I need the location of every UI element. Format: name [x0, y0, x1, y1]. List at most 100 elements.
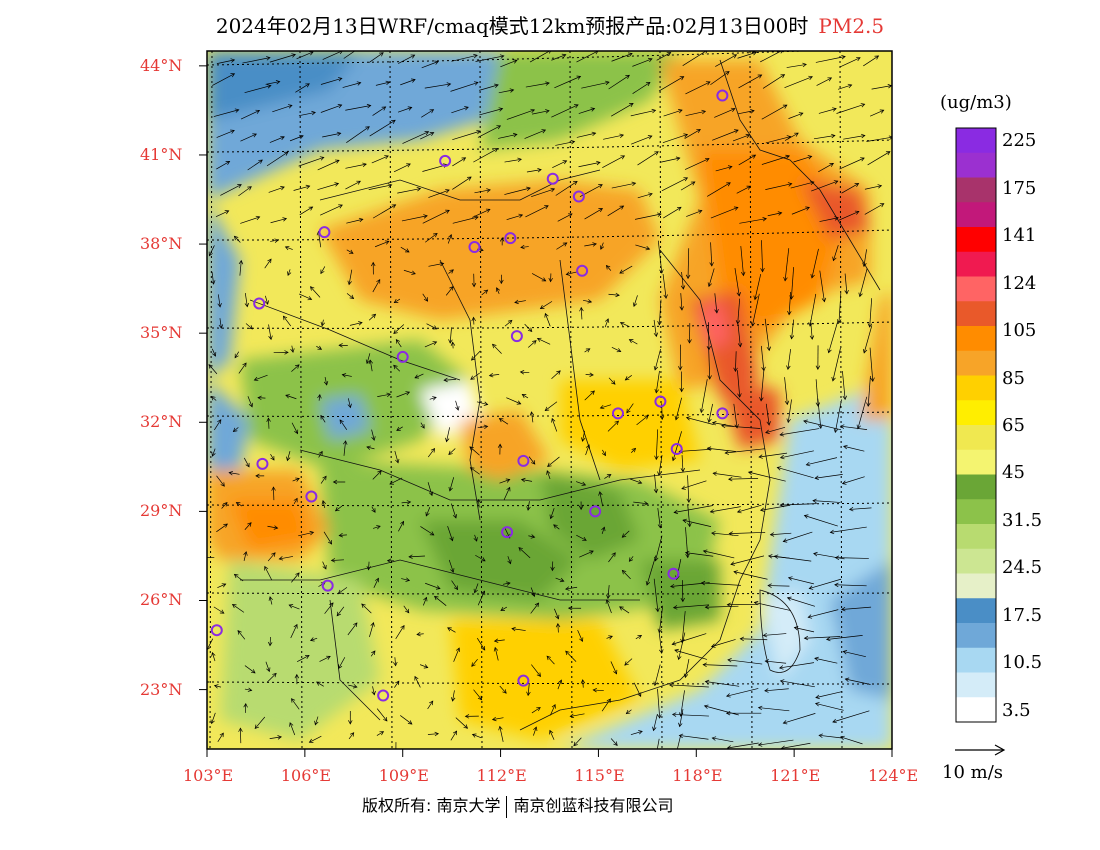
- wind-arrow-head: [685, 416, 691, 421]
- wind-arrow-head: [452, 513, 458, 519]
- wind-arrow: [780, 428, 820, 436]
- lon-label: 106°E: [280, 766, 332, 785]
- wind-arrow-head: [428, 491, 434, 497]
- wind-arrow-head: [266, 84, 272, 89]
- wind-arrow: [869, 347, 874, 382]
- colorbar-swatch: [956, 672, 996, 698]
- wind-arrow: [208, 245, 215, 256]
- colorbar-label: 31.5: [1002, 509, 1043, 531]
- wind-arrow-head: [537, 167, 542, 173]
- wind-arrow: [655, 535, 663, 561]
- wind-arrow-head: [834, 555, 840, 560]
- wind-arrow-head: [371, 690, 376, 696]
- wind-arrow: [556, 242, 568, 250]
- wind-arrow: [331, 559, 344, 561]
- wind-arrow: [476, 401, 488, 405]
- wind-arrow-head: [322, 475, 327, 481]
- wind-arrow-head: [498, 107, 504, 112]
- wind-arrow-head: [395, 338, 400, 344]
- wind-arrow-head: [832, 107, 837, 112]
- wind-arrow: [449, 477, 455, 492]
- wind-arrow-head: [619, 606, 624, 611]
- wind-arrow-head: [786, 418, 791, 424]
- wind-arrow: [791, 207, 810, 215]
- wind-arrow-head: [841, 480, 847, 485]
- lat-label: 26°N: [140, 590, 183, 610]
- wind-arrow-head: [546, 470, 551, 475]
- wind-arrow: [216, 59, 235, 64]
- wind-arrow-head: [429, 109, 435, 114]
- wind-arrow: [527, 501, 530, 511]
- wind-arrow-head: [777, 211, 783, 216]
- wind-arrow: [765, 136, 791, 144]
- wind-arrow: [346, 126, 370, 143]
- wind-arrow: [584, 208, 603, 220]
- wind-arrow-head: [680, 285, 686, 290]
- wind-arrow: [403, 269, 416, 275]
- wind-arrow-head: [632, 302, 638, 308]
- wind-arrow-head: [379, 731, 385, 736]
- wind-arrow-head: [506, 581, 511, 586]
- wind-arrow: [707, 182, 731, 197]
- wind-vectors: [207, 51, 892, 749]
- wind-arrow-head: [802, 62, 807, 68]
- wind-arrow: [815, 703, 844, 711]
- wind-arrow-head: [679, 387, 684, 393]
- wind-arrow: [754, 273, 762, 300]
- wind-arrow: [733, 571, 768, 580]
- wind-arrow-head: [671, 641, 677, 646]
- wind-arrow-head: [536, 337, 542, 342]
- wind-arrow: [243, 551, 247, 561]
- wind-arrow-head: [541, 277, 547, 282]
- wind-arrow: [397, 107, 412, 113]
- colorbar-label: 225: [1002, 130, 1037, 152]
- wind-arrow-head: [858, 292, 863, 298]
- wind-arrow-head: [645, 82, 651, 87]
- wind-arrow-head: [750, 109, 755, 114]
- wind-arrow: [298, 156, 324, 167]
- wind-arrow-head: [551, 703, 556, 709]
- wind-arrow: [285, 246, 293, 250]
- wind-arrow: [511, 628, 526, 631]
- wind-arrow: [602, 449, 606, 456]
- wind-arrow: [840, 736, 863, 745]
- city-marker: [517, 454, 530, 467]
- wind-arrow: [361, 603, 372, 614]
- wind-arrow-head: [653, 332, 659, 338]
- wind-arrow: [398, 54, 415, 64]
- wind-arrow-head: [682, 518, 687, 524]
- wind-arrow-head: [867, 323, 873, 328]
- wind-arrow-head: [471, 356, 476, 361]
- wind-arrow: [656, 738, 660, 749]
- wind-arrow-head: [574, 104, 579, 109]
- wind-arrow: [550, 704, 556, 716]
- wind-arrow-head: [679, 76, 685, 81]
- wind-arrow-head: [611, 380, 616, 385]
- wind-arrow: [551, 54, 566, 61]
- wind-arrow: [232, 604, 245, 613]
- wind-arrow: [653, 319, 657, 337]
- wind-arrow-head: [767, 554, 773, 559]
- wind-arrow: [601, 698, 611, 712]
- wind-arrow: [345, 163, 367, 169]
- wind-arrow-head: [481, 646, 486, 651]
- wind-arrow: [298, 531, 314, 537]
- wind-arrow-head: [534, 602, 540, 608]
- wind-arrow: [238, 186, 252, 197]
- wind-arrow-head: [599, 404, 605, 410]
- wind-arrow: [710, 71, 730, 86]
- wind-arrow: [289, 604, 300, 610]
- wind-arrow-head: [370, 622, 375, 627]
- wind-arrow: [455, 400, 459, 411]
- wind-arrow: [472, 209, 491, 218]
- wind-arrow-head: [408, 554, 413, 559]
- wind-arrow-head: [356, 180, 361, 185]
- wind-arrow: [267, 525, 278, 529]
- wind-arrow: [452, 690, 455, 702]
- wind-arrow-head: [567, 605, 573, 611]
- wind-arrow: [499, 726, 504, 742]
- wind-arrow-head: [404, 248, 410, 253]
- colorbar-label: 3.5: [1002, 699, 1031, 721]
- wind-arrow: [637, 151, 659, 166]
- wind-arrow-head: [704, 679, 710, 685]
